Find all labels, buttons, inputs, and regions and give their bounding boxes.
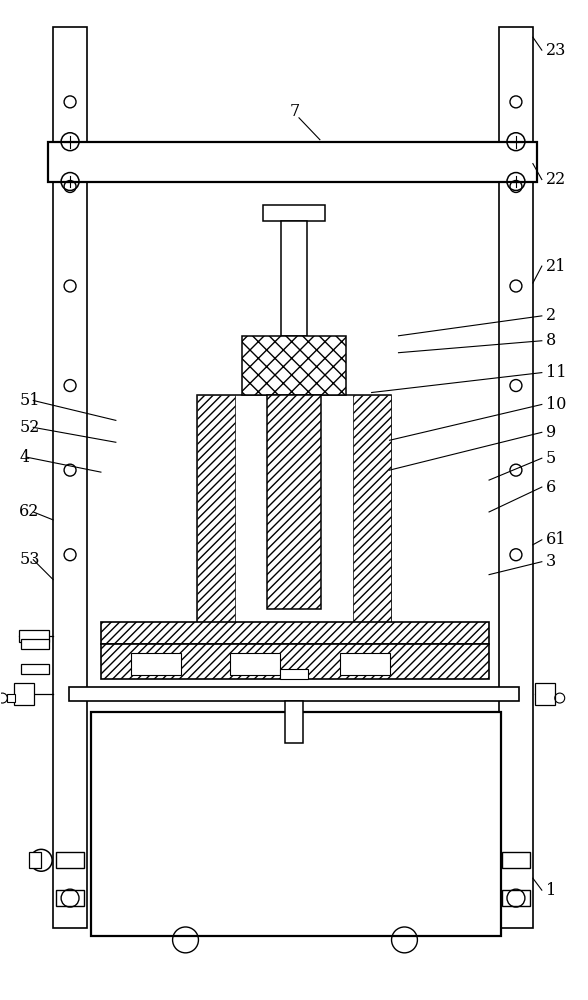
Bar [56,852,84,868]
Bar [197,395,235,624]
Text: 53: 53 [19,551,40,568]
Text: 11: 11 [546,364,566,381]
Text: 7: 7 [290,103,300,120]
Text: 52: 52 [19,419,39,436]
Bar [280,669,308,679]
Bar [499,27,533,928]
Text: 62: 62 [19,503,39,520]
Bar [21,664,49,674]
Bar [502,890,530,906]
Bar [242,336,346,395]
Bar [230,653,280,675]
Bar [29,852,41,868]
Text: 3: 3 [546,553,556,570]
Text: 9: 9 [546,424,556,441]
Bar [263,205,325,221]
Bar [502,852,530,868]
Bar [101,644,489,679]
Text: 1: 1 [546,882,556,899]
Bar [197,395,391,624]
Text: 8: 8 [546,332,556,349]
Bar [101,622,489,644]
Bar [131,653,181,675]
Bar [285,701,303,743]
Text: 23: 23 [546,42,566,59]
Text: 61: 61 [546,531,566,548]
Text: 2: 2 [546,307,556,324]
Bar [281,221,307,336]
Bar [53,27,87,928]
Text: 51: 51 [19,392,40,409]
Bar [48,142,537,182]
Bar [91,712,501,936]
Bar [56,890,84,906]
Bar [535,683,554,705]
Bar [353,395,391,624]
Text: 22: 22 [546,171,566,188]
Bar [21,639,49,649]
Bar [69,687,519,701]
Text: 6: 6 [546,479,556,496]
Bar [340,653,389,675]
Bar [19,630,49,642]
Text: 10: 10 [546,396,566,413]
Bar [14,683,34,705]
Text: 4: 4 [19,449,29,466]
Bar [8,694,15,702]
Bar [266,395,322,609]
Text: 21: 21 [546,258,566,275]
Text: 5: 5 [546,450,556,467]
